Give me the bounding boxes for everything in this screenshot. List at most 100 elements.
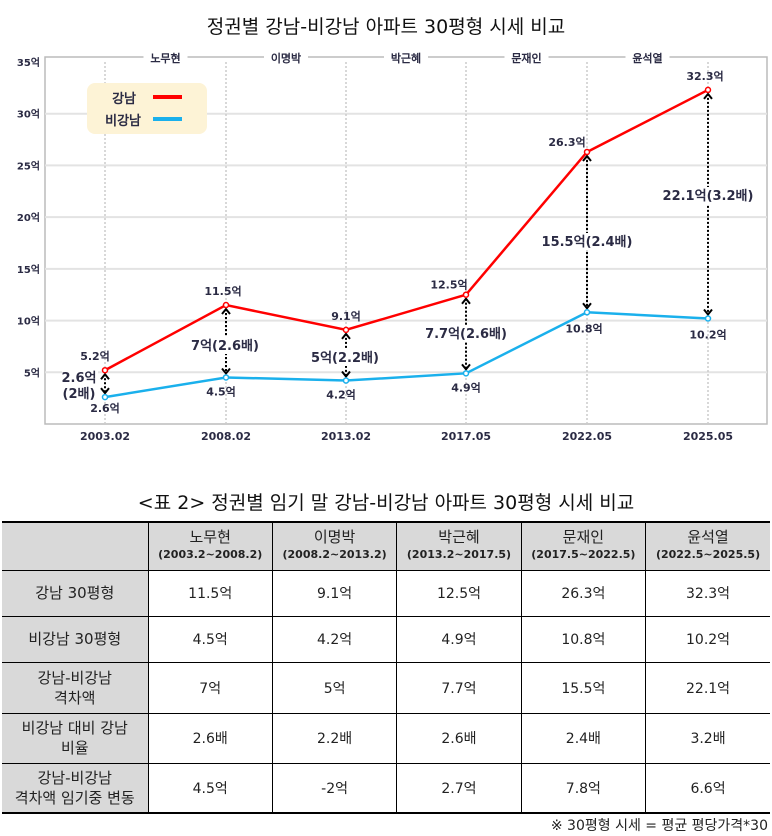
president-label-bg xyxy=(384,49,428,63)
data-label: 26.3억 xyxy=(548,136,585,149)
y-tick-label: 15억 xyxy=(17,264,40,276)
data-point xyxy=(583,148,591,156)
gap-annotation-line: 7.7억(2.6배) xyxy=(425,326,507,342)
y-tick-label: 30억 xyxy=(17,109,40,121)
row-header: 비강남 대비 강남 비율 xyxy=(2,712,149,764)
table-cell: 22.1억 xyxy=(645,661,770,714)
x-tick-label: 2008.02 xyxy=(201,430,251,443)
term-period: (2008.2~2013.2) xyxy=(282,548,387,562)
president-label-bg xyxy=(264,49,308,63)
arrow-down-icon xyxy=(221,367,231,376)
arrow-down-icon xyxy=(100,387,110,395)
annotation-bg xyxy=(62,370,98,404)
arrow-up-icon xyxy=(582,154,592,162)
term-period: (2022.5~2025.5) xyxy=(655,548,761,562)
table-cell: -2억 xyxy=(271,762,398,814)
row-header: 강남 30평형 xyxy=(2,569,149,617)
column-header: 노무현 (2003.2~2008.2) xyxy=(147,521,273,571)
president-label-bg xyxy=(504,49,549,63)
column-header: 이명박 (2008.2~2013.2) xyxy=(271,521,398,571)
column-header: 윤석열 (2022.5~2025.5) xyxy=(645,521,770,571)
arrow-up-icon xyxy=(461,297,471,305)
data-label: 11.5억 xyxy=(204,285,241,298)
gap-annotation: 7억(2.6배) xyxy=(191,338,259,354)
gap-annotation: 22.1억(3.2배) xyxy=(663,188,754,204)
table-cell: 7.7억 xyxy=(396,661,522,714)
gap-annotation-line: (2배) xyxy=(63,386,96,402)
data-point xyxy=(704,315,712,322)
data-point xyxy=(462,370,470,377)
president-name: 노무현 xyxy=(189,528,231,547)
comparison-table: 노무현 (2003.2~2008.2) 이명박 (2008.2~2013.2) 박근혜(… xyxy=(2,521,770,814)
annotation-bg xyxy=(547,233,627,250)
x-tick-label: 2022.05 xyxy=(562,430,612,443)
table-cell: 6.6억 xyxy=(645,762,770,814)
row-header: 강남-비강남 격차액 xyxy=(2,661,149,714)
table-cell: 2.6배 xyxy=(396,712,522,764)
data-point xyxy=(101,393,109,401)
arrow-up-icon xyxy=(703,92,713,100)
column-header: 문재인 (2017.5~2022.5) xyxy=(520,521,647,571)
gap-annotation: 7.7억(2.6배) xyxy=(425,326,507,342)
data-label: 10.2억 xyxy=(689,329,726,342)
gap-annotation: 2.6억 (2배) xyxy=(62,371,97,402)
table-cell: 26.3억 xyxy=(520,569,647,617)
data-label: 4.5억 xyxy=(206,385,236,398)
data-label: 4.2억 xyxy=(326,389,356,402)
data-label: 32.3억 xyxy=(686,70,723,83)
arrow-up-icon xyxy=(100,372,110,380)
gap-annotation-line: 5억(2.2배) xyxy=(311,350,379,366)
table-title: <표 2> 정권별 임기 말 강남-비강남 아파트 30평형 시세 비교 xyxy=(137,492,635,514)
annotation-bg xyxy=(426,325,506,342)
data-point xyxy=(222,374,230,381)
arrow-down-icon xyxy=(341,370,351,379)
y-tick-label: 35억 xyxy=(17,57,40,69)
arrow-up-icon xyxy=(221,307,231,315)
column-header: 박근혜 (2013.2~2017.5) xyxy=(396,521,522,571)
y-tick-label: 5억 xyxy=(24,367,40,379)
term-period: (2017.5~2022.5) xyxy=(531,548,636,562)
data-point xyxy=(583,309,591,316)
table-cell: 4.5억 xyxy=(147,615,273,663)
table-cell: 4.2억 xyxy=(271,615,398,663)
gap-annotation-line: 22.1억(3.2배) xyxy=(663,188,754,204)
term-period: (2013.2~2017.5) xyxy=(406,548,512,562)
table-cell: 11.5억 xyxy=(147,569,273,617)
data-label: 2.6억 xyxy=(90,402,120,415)
table-cell: 5억 xyxy=(271,661,398,714)
data-label: 5.2억 xyxy=(80,350,110,363)
table-cell: 4.9억 xyxy=(396,615,522,663)
table-corner xyxy=(2,521,149,571)
legend-label: 강남 xyxy=(112,91,136,107)
term-period: (2003.2~2008.2) xyxy=(158,548,263,562)
x-tick-label: 2025.05 xyxy=(683,430,733,443)
president-label-bg xyxy=(143,49,188,63)
table-row: 강남-비강남 격차액 7억 5억 7.7억 15.5억 22.1억 xyxy=(2,661,770,714)
x-tick-label: 2017.05 xyxy=(441,430,491,443)
series-line-gangnam xyxy=(104,88,709,372)
president-label-bg xyxy=(625,49,670,63)
table-cell: 3.2배 xyxy=(645,712,770,764)
table-row: 강남-비강남 격차액 임기중 변동 4.5억 -2억 2.7억 7.8억 6.6억 xyxy=(2,762,770,814)
y-tick-label: 25억 xyxy=(17,160,40,172)
table-cell: 10.8억 xyxy=(520,615,647,663)
annotation-bg xyxy=(668,187,748,204)
data-point xyxy=(222,301,230,309)
row-header: 비강남 30평형 xyxy=(2,615,149,663)
gap-annotation: 15.5억(2.4배) xyxy=(542,234,633,250)
table-cell: 32.3억 xyxy=(645,569,770,617)
annotation-bg xyxy=(305,349,385,366)
arrow-up-icon xyxy=(341,332,351,340)
gap-annotation-line: 15.5억(2.4배) xyxy=(542,234,633,250)
legend-label: 비강남 xyxy=(105,113,141,129)
president-label: 박근혜 xyxy=(391,51,421,65)
president-label: 이명박 xyxy=(271,51,301,65)
table-row: 강남 30평형 11.5억 9.1억 12.5억 26.3억 32.3억 xyxy=(2,569,770,617)
series-line-non-gangnam xyxy=(104,311,709,399)
president-name: 이명박 xyxy=(313,528,356,547)
table-cell: 7억 xyxy=(147,661,273,714)
x-tick-label: 2003.02 xyxy=(80,430,130,443)
data-point xyxy=(704,86,712,94)
y-tick-label: 10억 xyxy=(17,316,40,328)
gap-annotation-line: 2.6억 xyxy=(62,371,97,386)
